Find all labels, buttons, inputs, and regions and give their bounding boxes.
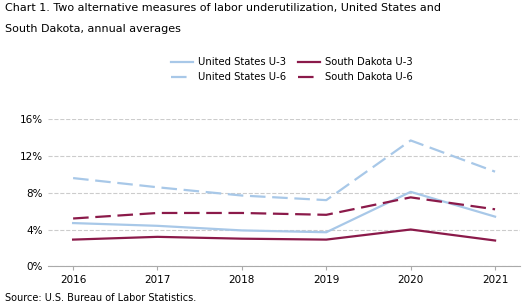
Text: South Dakota, annual averages: South Dakota, annual averages	[5, 24, 181, 35]
Text: Source: U.S. Bureau of Labor Statistics.: Source: U.S. Bureau of Labor Statistics.	[5, 293, 196, 303]
Legend: United States U-3, United States U-6, South Dakota U-3, South Dakota U-6: United States U-3, United States U-6, So…	[171, 57, 413, 82]
Text: Chart 1. Two alternative measures of labor underutilization, United States and: Chart 1. Two alternative measures of lab…	[5, 3, 441, 13]
